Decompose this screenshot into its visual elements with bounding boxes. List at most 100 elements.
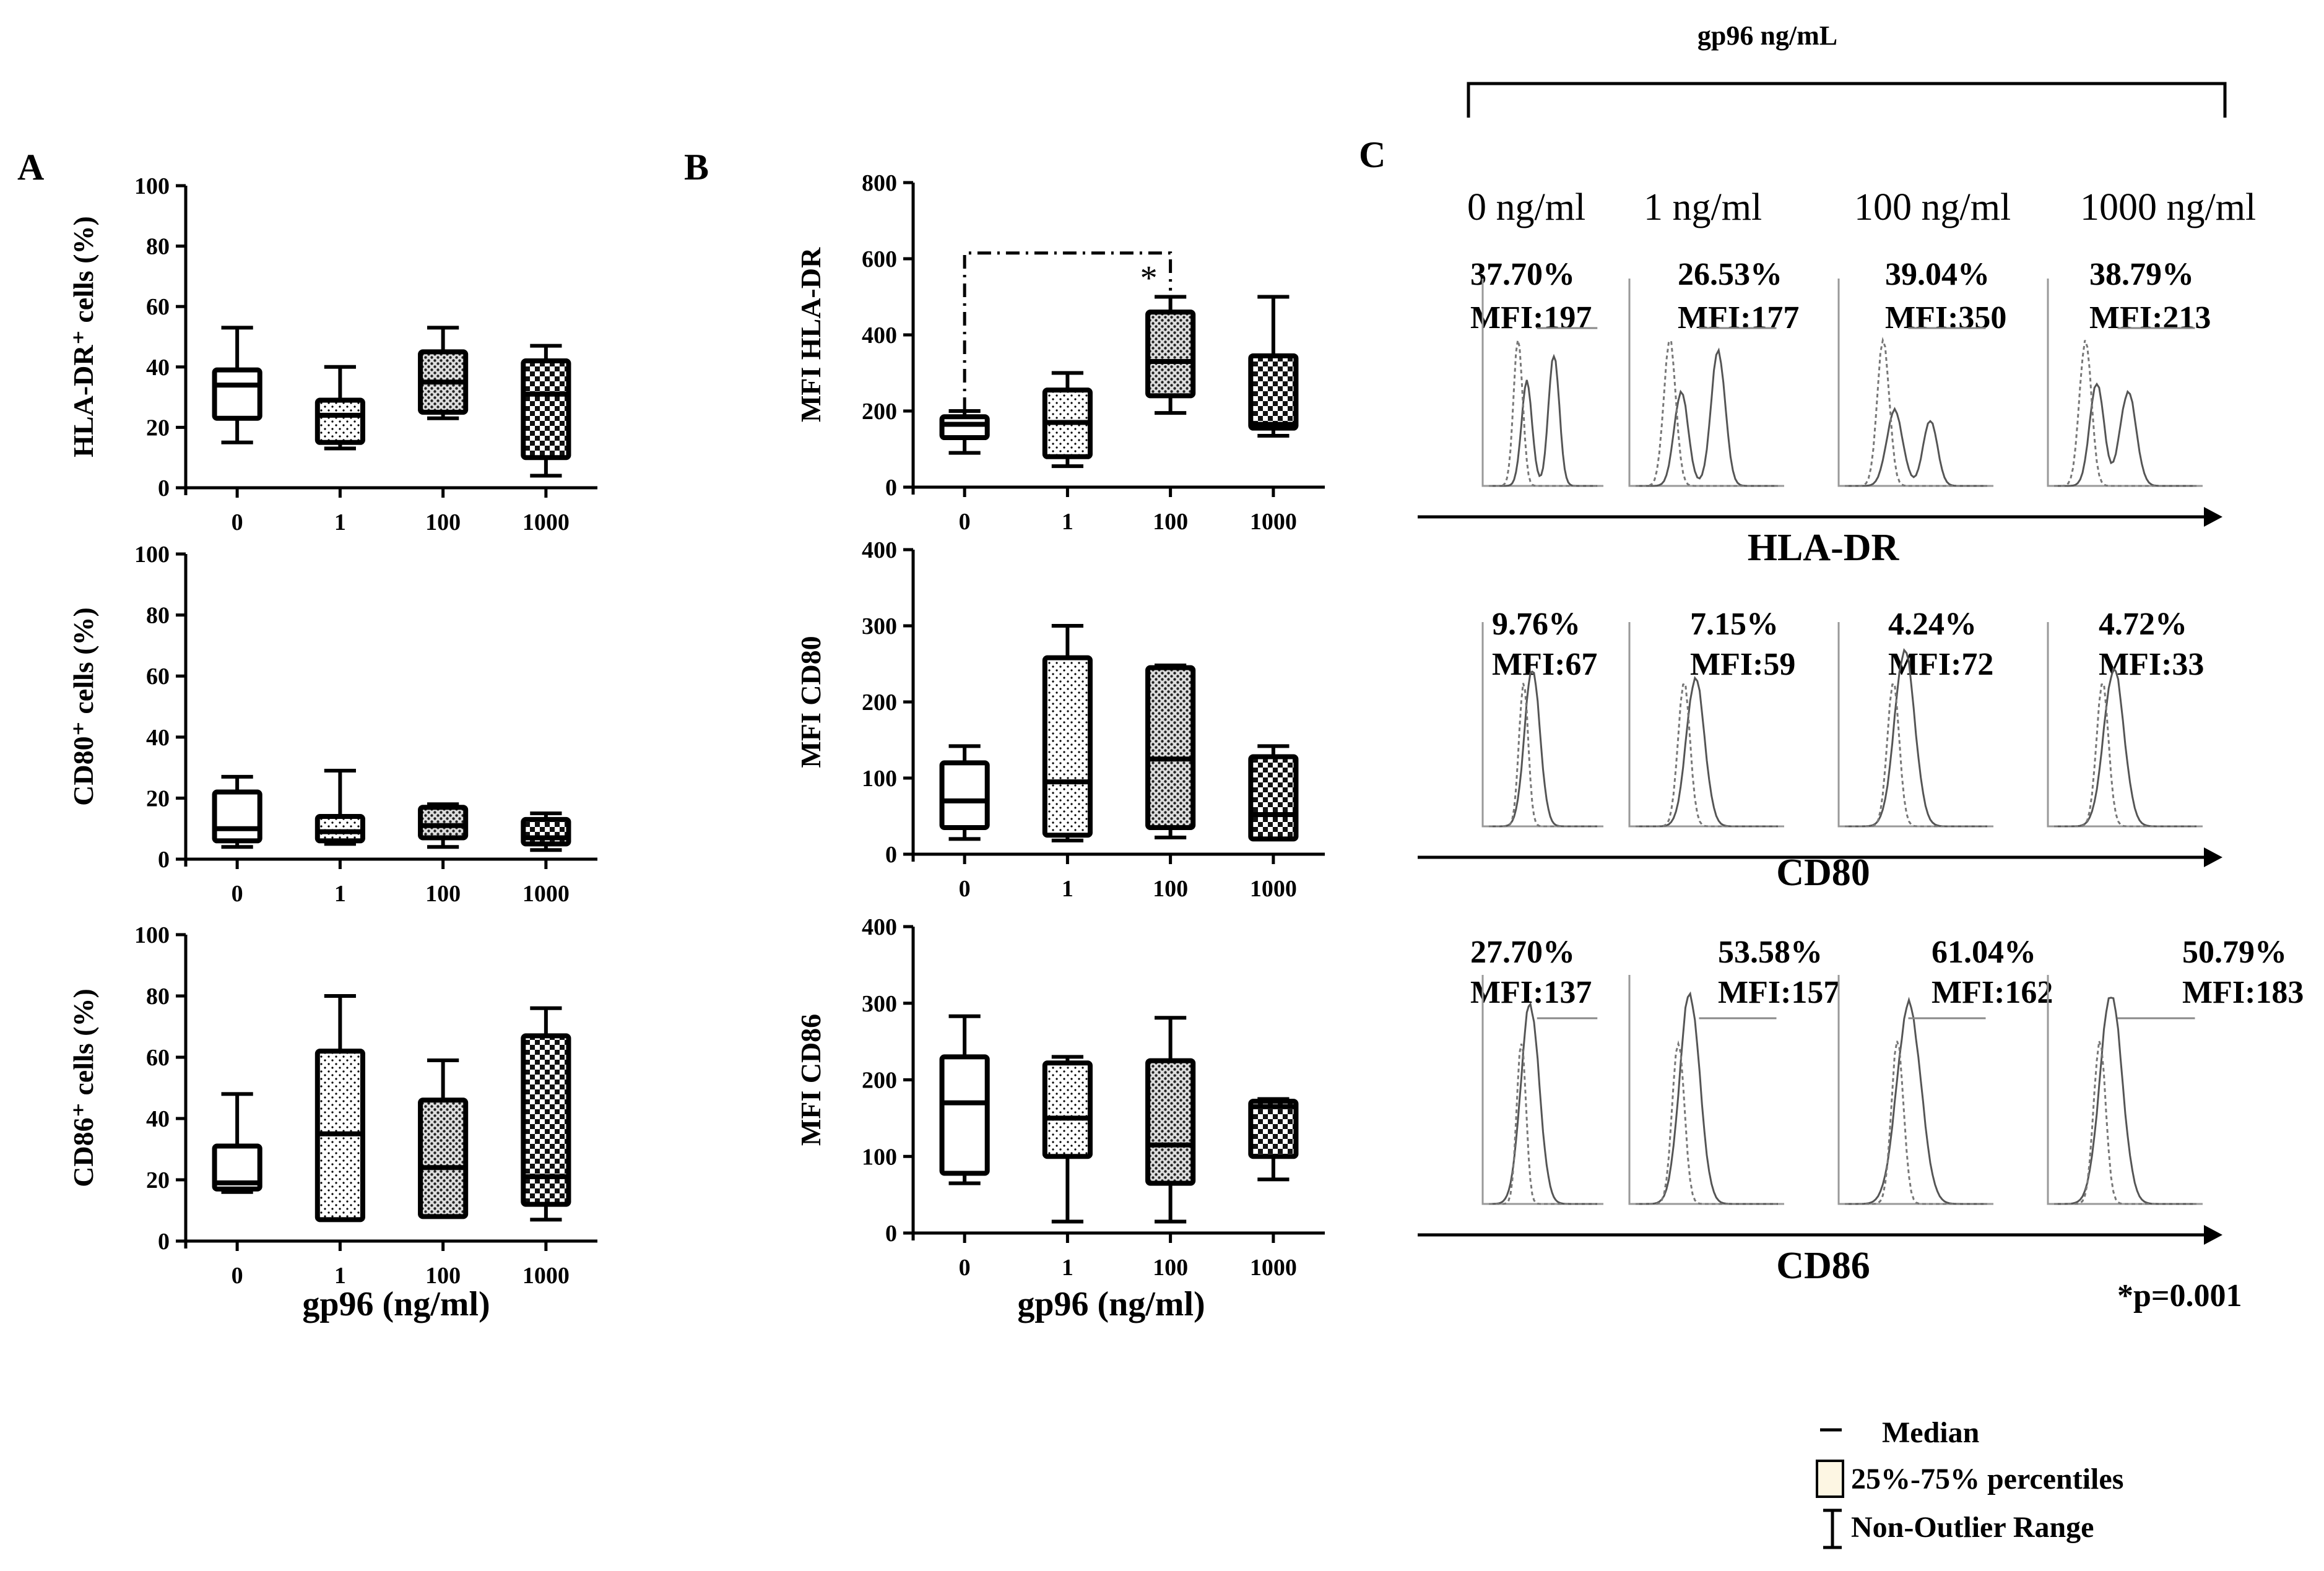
histogram-isotype <box>1845 337 1987 487</box>
box-1000: 1000 <box>521 344 571 535</box>
histogram-isotype <box>2054 340 2196 487</box>
y-tick-label: 80 <box>146 984 170 1010</box>
box-1: 1 <box>1042 1055 1093 1281</box>
x-tick-label: 1 <box>334 881 346 907</box>
top-dose-label: gp96 ng/mL <box>1697 20 1837 51</box>
x-tick-label: 1 <box>334 509 346 535</box>
y-tick-label: 400 <box>862 537 897 563</box>
arrow-head-icon <box>2204 847 2222 867</box>
y-tick-label: 200 <box>862 1068 897 1094</box>
histogram-axes <box>2047 279 2203 487</box>
y-tick-label: 300 <box>862 613 897 639</box>
flow-cytometry-panel: 0 ng/ml 1 ng/ml 100 ng/ml 1000 ng/ml 37.70% M… <box>1418 186 2304 1287</box>
dose-header: 1 ng/ml <box>1644 186 1762 228</box>
chart-a-cd86-percent: 0 20 40 60 80 100 CD86⁺ cells (%) 0 1 100 1000 <box>67 922 597 1289</box>
chart-b-mfi-cd80: 0 100 200 300 400 MFI CD80 0 1 100 1000 <box>795 537 1325 902</box>
histogram-isotype <box>2054 682 2196 828</box>
x-tick-label: 100 <box>425 1263 461 1289</box>
x-tick-label: 0 <box>232 509 243 535</box>
iqr-box <box>1042 1060 1093 1159</box>
iqr-box <box>314 397 365 445</box>
percent-label: 50.79% <box>2182 935 2287 970</box>
box-1000: 1000 <box>521 1006 571 1289</box>
histogram-isotype <box>2054 1041 2196 1205</box>
y-tick-label: 40 <box>146 1106 170 1132</box>
mfi-label: MFI:67 <box>1492 647 1597 682</box>
chart-b-mfi-hladr: 0 200 400 600 800 MFI HLA-DR 0 1 100 1000 * <box>795 170 1325 535</box>
x-tick-label: 1000 <box>1250 1255 1297 1281</box>
x-tick-label: 1000 <box>522 1263 570 1289</box>
box-1000: 1000 <box>1248 744 1299 902</box>
significance-star: * <box>1140 259 1158 298</box>
x-tick-label: 100 <box>425 881 461 907</box>
box-0: 0 <box>939 1014 990 1281</box>
histogram-isotype <box>1489 683 1597 828</box>
mfi-label: MFI:197 <box>1470 300 1592 335</box>
y-tick-label: 0 <box>885 1221 897 1247</box>
percent-label: 39.04% <box>1885 257 1990 292</box>
x-tick-label: 1 <box>1062 509 1073 535</box>
legend-percentile-icon <box>1816 1460 1844 1498</box>
panel-label-b: B <box>684 147 709 188</box>
box-100: 100 <box>418 1058 469 1289</box>
mfi-label: MFI:162 <box>1932 975 2053 1010</box>
dose-header: 1000 ng/ml <box>2080 186 2256 228</box>
legend-range-icon <box>1823 1508 1842 1549</box>
y-tick-label: 80 <box>146 234 170 260</box>
percent-label: 37.70% <box>1470 257 1575 292</box>
y-axis-label: CD80⁺ cells (%) <box>67 607 99 806</box>
top-bracket <box>1467 82 2227 118</box>
y-tick-label: 600 <box>862 246 897 272</box>
y-tick-label: 200 <box>862 690 897 716</box>
x-tick-label: 1 <box>1062 1255 1073 1281</box>
histogram-stained <box>2054 667 2196 828</box>
percent-label: 7.15% <box>1690 607 1779 642</box>
histogram-isotype <box>1489 1044 1597 1205</box>
y-tick-label: 60 <box>146 1045 170 1071</box>
x-tick-label: 100 <box>1153 509 1188 535</box>
iqr-box <box>1248 353 1299 431</box>
legend-median-label: Median <box>1882 1416 1979 1449</box>
dose-header: 100 ng/ml <box>1854 186 2011 228</box>
p-value: *p=0.001 <box>2117 1278 2242 1313</box>
x-tick-label: 0 <box>232 1263 243 1289</box>
iqr-box <box>939 1054 990 1176</box>
chart-b-mfi-cd86: 0 100 200 300 400 MFI CD86 0 1 100 1000 <box>795 914 1325 1281</box>
y-tick-label: 100 <box>134 922 170 948</box>
y-tick-label: 0 <box>158 847 170 873</box>
box-0: 0 <box>939 409 990 535</box>
box-0: 0 <box>212 326 262 535</box>
iqr-box <box>1248 1099 1299 1159</box>
mfi-label: MFI:59 <box>1690 647 1795 682</box>
y-axis-label: MFI HLA-DR <box>795 247 826 422</box>
x-tick-label: 1 <box>1062 876 1073 902</box>
box-1: 1 <box>314 365 365 535</box>
box-100: 100 <box>1145 1016 1196 1281</box>
chart-a-cd80-percent: 0 20 40 60 80 100 CD80⁺ cells (%) 0 1 100 1000 <box>67 542 597 907</box>
iqr-box <box>418 805 469 841</box>
box-1: 1 <box>314 994 365 1289</box>
y-tick-label: 0 <box>158 1229 170 1255</box>
box-1000: 1000 <box>1248 295 1299 535</box>
box-0: 0 <box>212 1092 262 1289</box>
iqr-box <box>521 1033 571 1207</box>
percent-label: 27.70% <box>1470 935 1575 970</box>
histogram-stained <box>1845 407 1987 487</box>
x-tick-label: 1000 <box>1250 876 1297 902</box>
y-tick-label: 300 <box>862 991 897 1017</box>
arrow-head-icon <box>2204 507 2222 527</box>
box-100: 100 <box>418 326 469 535</box>
y-tick-label: 0 <box>885 475 897 501</box>
histogram-isotype <box>1636 1040 1778 1205</box>
x-tick-label: 0 <box>959 876 971 902</box>
histogram-axes <box>2047 975 2203 1205</box>
x-axis-title-b: gp96 (ng/ml) <box>1017 1285 1205 1323</box>
histogram-stained <box>1489 353 1597 487</box>
mfi-label: MFI:177 <box>1678 300 1799 335</box>
y-tick-label: 200 <box>862 399 897 425</box>
mfi-label: MFI:33 <box>2099 647 2204 682</box>
iqr-box <box>939 414 990 441</box>
chart-a-hladr-percent: 0 20 40 60 80 100 HLA-DR⁺ cells (%) 0 1 100 1000 <box>67 173 597 535</box>
box-0: 0 <box>939 744 990 902</box>
legend-range-label: Non-Outlier Range <box>1851 1511 2094 1544</box>
